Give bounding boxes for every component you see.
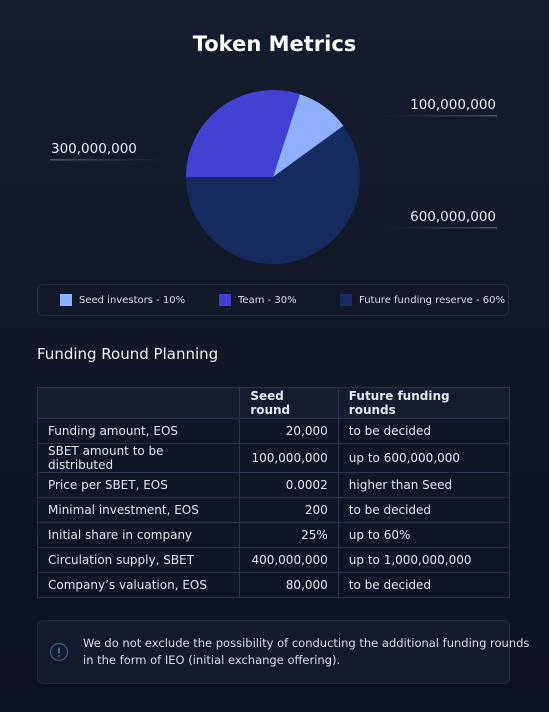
value-label: 300,000,000: [51, 141, 137, 157]
header-cell: Future funding rounds: [337, 387, 511, 419]
note-text: We do not exclude the possibility of con…: [83, 636, 530, 650]
header-cell: [36, 387, 241, 419]
legend-item: Future funding reserve - 60%: [340, 294, 505, 306]
label-line: [380, 115, 497, 117]
table-cell: Circulation supply, SBET: [36, 547, 241, 573]
table-cell: 25%: [239, 522, 339, 548]
table-cell: 400,000,000: [239, 547, 339, 573]
table-cell: Funding amount, EOS: [36, 418, 241, 444]
legend: Seed investors - 10% Team - 30% Future fun…: [37, 284, 509, 316]
value-label: 600,000,000: [410, 209, 496, 225]
value-label: 100,000,000: [410, 97, 496, 113]
legend-swatch: [219, 294, 231, 306]
header-cell: Seed round: [239, 387, 339, 419]
table-row: Funding amount, EOS 20,000 to be decided: [36, 418, 511, 444]
table-cell: up to 600,000,000: [337, 443, 511, 473]
table-cell: 100,000,000: [239, 443, 339, 473]
section-title: Funding Round Planning: [37, 345, 219, 363]
table-cell: Minimal investment, EOS: [36, 497, 241, 523]
table-row: Circulation supply, SBET 400,000,000 up to…: [36, 547, 511, 573]
table-row: Price per SBET, EOS 0.0002 higher than See…: [36, 472, 511, 498]
legend-swatch: [340, 294, 352, 306]
table-row: Minimal investment, EOS 200 to be decided: [36, 497, 511, 523]
legend-label: Future funding reserve - 60%: [359, 294, 505, 306]
legend-item: Seed investors - 10%: [60, 294, 185, 306]
table-row: Company’s valuation, EOS 80,000 to be deci…: [36, 572, 511, 598]
label-line: [380, 227, 497, 229]
table-cell: to be decided: [337, 497, 511, 523]
table-row: Initial share in company 25% up to 60%: [36, 522, 511, 548]
table-cell: Company’s valuation, EOS: [36, 572, 241, 598]
pie-slice: [186, 125, 360, 264]
table-cell: 20,000: [239, 418, 339, 444]
note-text: in the form of IEO (initial exchange off…: [83, 653, 341, 667]
legend-label: Team - 30%: [238, 294, 297, 306]
label-line: [50, 159, 170, 161]
table-cell: 80,000: [239, 572, 339, 598]
legend-label: Seed investors - 10%: [79, 294, 186, 306]
legend-item: Team - 30%: [219, 294, 297, 306]
chart: 100,000,000 300,000,000 600,000,000: [50, 89, 497, 264]
table-cell: to be decided: [337, 572, 511, 598]
table-cell: Initial share in company: [36, 522, 241, 548]
pie-slice: [273, 94, 344, 177]
table-cell: 200: [239, 497, 339, 523]
legend-swatch: [60, 294, 72, 306]
table-cell: up to 60%: [337, 522, 511, 548]
table-cell: higher than Seed: [337, 472, 511, 498]
table-row: SBET amount to be distributed 100,000,000…: [36, 443, 511, 473]
table-cell: Price per SBET, EOS: [36, 472, 241, 498]
note: We do not exclude the possibility of con…: [37, 620, 529, 684]
chart-title: Token Metrics: [192, 32, 357, 56]
table-cell: to be decided: [337, 418, 511, 444]
info-icon: [49, 642, 69, 662]
table-cell: 0.0002: [239, 472, 339, 498]
table: Seed round Future funding rounds Funding a…: [36, 387, 511, 598]
table-cell: SBET amount to be distributed: [36, 443, 241, 473]
pie-slice: [186, 89, 300, 177]
table-cell: up to 1,000,000,000: [337, 547, 511, 573]
